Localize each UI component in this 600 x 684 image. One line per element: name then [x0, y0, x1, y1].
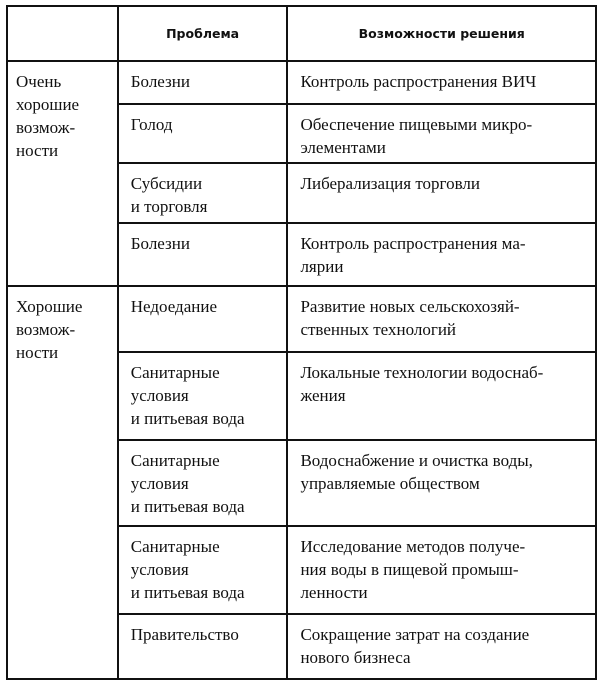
table-row: Санитарные условия и питьевая вода Локаль…: [7, 351, 597, 441]
problem-cell: Субсидии и торговля: [116, 162, 289, 224]
solution-cell: Контроль распространения ВИЧ: [286, 60, 597, 105]
problem-cell: Голод: [116, 103, 289, 164]
solution-cell: Контроль распространения ма- лярии: [286, 222, 597, 287]
table-row: Голод Обеспечение пищевыми микро- элемент…: [7, 103, 597, 164]
table-row: Правительство Сокращение затрат на создан…: [7, 613, 597, 680]
solution-cell: Водоснабжение и очистка воды, управляемы…: [286, 439, 597, 527]
table-row: Болезни Контроль распространения ма- ляри…: [7, 222, 597, 287]
header-row: Проблема Возможности решения: [6, 5, 597, 62]
group-label: Очень хорошие возмож- ности: [6, 60, 119, 287]
opportunities-table: Проблема Возможности решения Очень хорош…: [6, 5, 597, 680]
header-group: [6, 5, 119, 62]
table-row: Субсидии и торговля Либерализация торговл…: [7, 162, 597, 224]
solution-cell: Развитие новых сельскохозяй- ственных те…: [286, 285, 597, 353]
problem-cell: Болезни: [116, 222, 289, 287]
table-row: Санитарные условия и питьевая вода Исслед…: [7, 525, 597, 615]
solution-cell: Либерализация торговли: [286, 162, 597, 224]
solution-cell: Обеспечение пищевыми микро- элементами: [286, 103, 597, 164]
solution-cell: Локальные технологии водоснаб- жения: [286, 351, 597, 441]
table-row: Санитарные условия и питьевая вода Водосн…: [7, 439, 597, 527]
problem-cell: Правительство: [116, 613, 289, 680]
problem-cell: Санитарные условия и питьевая вода: [116, 439, 289, 527]
solution-cell: Исследование методов получе- ния воды в …: [286, 525, 597, 615]
table-row: Очень хорошие возмож- ности Болезни Контро…: [6, 60, 597, 287]
problem-cell: Санитарные условия и питьевая вода: [116, 351, 289, 441]
problem-cell: Недоедание: [116, 285, 289, 353]
group-label: Хорошие возмож- ности: [6, 285, 119, 680]
table-row: Хорошие возмож- ности Недоедание Развитие …: [6, 285, 597, 680]
header-solution: Возможности решения: [286, 5, 597, 62]
problem-cell: Болезни: [116, 60, 289, 105]
solution-cell: Сокращение затрат на создание нового биз…: [286, 613, 597, 680]
header-problem: Проблема: [116, 5, 289, 62]
problem-cell: Санитарные условия и питьевая вода: [116, 525, 289, 615]
